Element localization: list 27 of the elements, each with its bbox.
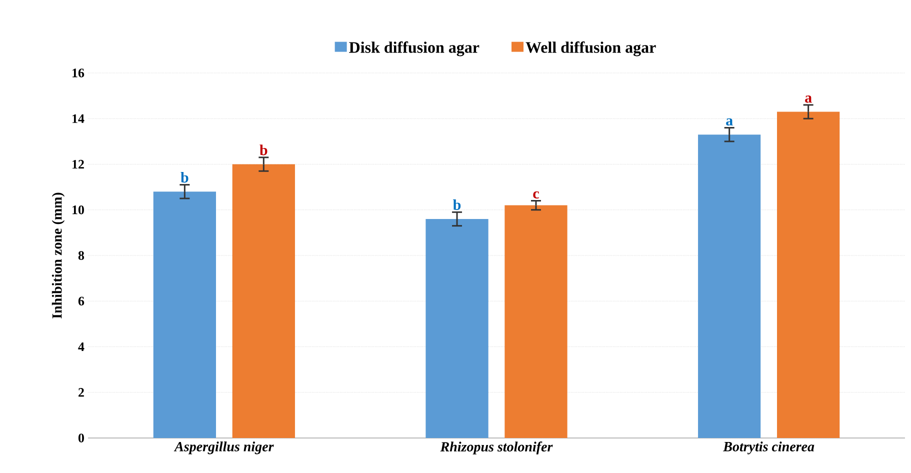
data-label: a (726, 118, 733, 126)
x-tick-label: Aspergillus niger (174, 442, 274, 454)
y-tick-label: 8 (78, 251, 84, 260)
bar (698, 134, 761, 438)
data-label: b (180, 172, 188, 183)
y-tick-label: 10 (72, 205, 84, 214)
y-tick-label: 6 (78, 296, 84, 306)
y-axis-title: Inhibition zone (mm) (52, 192, 65, 318)
bar (426, 218, 488, 438)
x-tick-label: Botrytis cinerea (723, 442, 814, 454)
legend-label: Well diffusion agar (526, 41, 656, 56)
data-label: a (805, 96, 812, 103)
legend-label: Disk diffusion agar (349, 41, 480, 56)
y-tick-label: 16 (72, 68, 84, 78)
data-label: c (533, 191, 539, 199)
y-tick-label: 0 (78, 434, 84, 442)
y-tick-label: 2 (78, 388, 84, 397)
bar (232, 164, 295, 438)
data-label: b (260, 144, 268, 156)
data-label: b (453, 199, 461, 210)
y-tick-label: 4 (78, 342, 84, 352)
bar (504, 205, 568, 438)
y-tick-label: 12 (72, 160, 84, 169)
bar (777, 112, 840, 438)
bar (153, 192, 216, 438)
y-tick-label: 14 (72, 114, 84, 123)
x-tick-label: Rhizopus stolonifer (440, 442, 553, 454)
